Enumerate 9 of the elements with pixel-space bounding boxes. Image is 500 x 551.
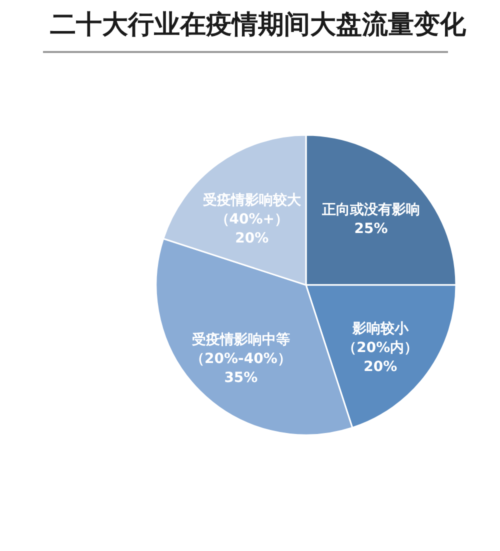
slice-label: 影响较小（20%内） <box>342 321 418 356</box>
data-label: 25% <box>354 220 388 237</box>
data-label: 20% <box>364 359 398 376</box>
data-label: 35% <box>224 370 258 386</box>
slice-label: 正向或没有影响 <box>321 202 420 218</box>
slice-label: 受疫情影响中等（20%-40%） <box>190 331 292 368</box>
data-label: 20% <box>235 230 269 247</box>
slice-label: 受疫情影响较大（40%+） <box>202 192 302 228</box>
chart-title: 二十大行业在疫情期间大盘流量变化 <box>50 10 467 40</box>
